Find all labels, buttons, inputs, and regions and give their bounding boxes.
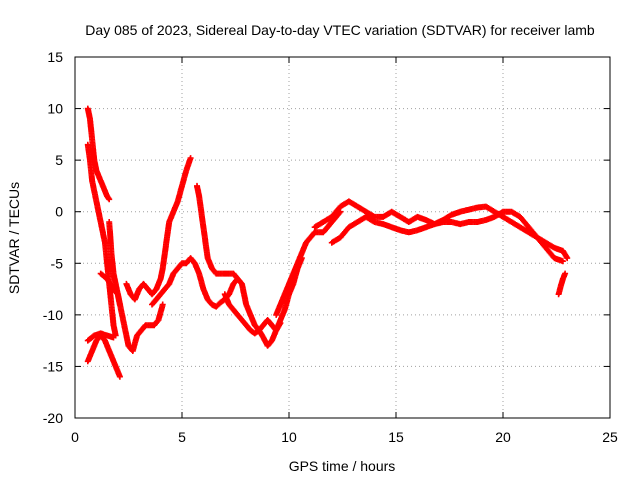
x-tick-label: 25 bbox=[602, 429, 618, 445]
tick-labels: 0 5 10 15 20 25 15 10 5 0 -5 -10 -15 -20 bbox=[43, 49, 618, 445]
data-point bbox=[110, 334, 117, 341]
x-tick-label: 0 bbox=[71, 429, 79, 445]
series-trace-6 bbox=[97, 270, 166, 354]
series-trace-13 bbox=[328, 208, 571, 262]
series-trace-8 bbox=[149, 255, 241, 310]
series-trace-10 bbox=[221, 291, 284, 337]
data-point bbox=[277, 320, 284, 327]
series-trace-9 bbox=[194, 182, 305, 349]
series-trace-4 bbox=[84, 330, 117, 344]
plot-frame bbox=[74, 56, 611, 419]
y-tick-label: 5 bbox=[55, 152, 63, 168]
y-tick-label: -20 bbox=[43, 410, 63, 426]
y-tick-label: 0 bbox=[55, 204, 63, 220]
x-axis-label: GPS time / hours bbox=[289, 458, 396, 474]
y-tick-label: 10 bbox=[47, 101, 63, 117]
x-tick-label: 20 bbox=[495, 429, 511, 445]
y-tick-label: 15 bbox=[47, 49, 63, 65]
data-point bbox=[562, 270, 569, 277]
series-layer bbox=[84, 105, 571, 380]
series-trace-7 bbox=[123, 155, 194, 303]
y-tick-label: -5 bbox=[51, 255, 64, 271]
chart-title: Day 085 of 2023, Sidereal Day-to-day VTE… bbox=[85, 22, 595, 38]
series-trace-2 bbox=[84, 141, 119, 339]
y-tick-label: -10 bbox=[43, 307, 63, 323]
x-tick-label: 10 bbox=[281, 429, 297, 445]
x-tick-label: 15 bbox=[388, 429, 404, 445]
y-tick-label: -15 bbox=[43, 358, 63, 374]
x-tick-label: 5 bbox=[178, 429, 186, 445]
data-point bbox=[116, 373, 123, 380]
data-point bbox=[106, 196, 113, 203]
data-point bbox=[559, 258, 566, 265]
series-trace-11 bbox=[273, 208, 344, 318]
data-point bbox=[564, 255, 571, 262]
grid bbox=[75, 57, 610, 418]
axis-ticks bbox=[74, 56, 611, 419]
series-trace-14 bbox=[555, 270, 569, 298]
y-axis-label: SDTVAR / TECUs bbox=[6, 182, 22, 294]
data-point bbox=[187, 155, 194, 162]
series-trace-1 bbox=[84, 105, 113, 203]
series-trace-3 bbox=[84, 332, 123, 380]
data-point bbox=[159, 301, 166, 308]
series-trace-12 bbox=[311, 198, 566, 265]
